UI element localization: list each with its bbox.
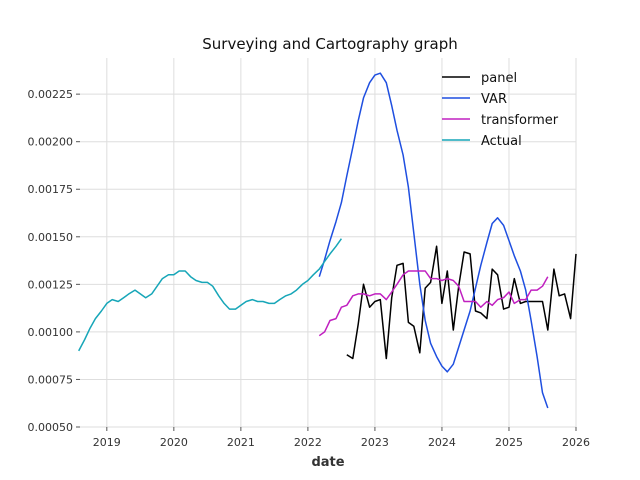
series-line-panel	[346, 245, 577, 360]
x-tick-label: 2024	[428, 436, 456, 449]
legend-label-panel: panel	[481, 71, 517, 86]
grid	[80, 58, 577, 428]
x-tick-label: 2021	[227, 436, 255, 449]
x-axis-title: date	[311, 455, 344, 470]
chart-title: Surveying and Cartography graph	[202, 35, 457, 53]
series-line-var	[318, 72, 549, 409]
x-tick-label: 2025	[495, 436, 523, 449]
y-tick-label: 0.00100	[28, 326, 74, 339]
ticks: 2019 2020 2021 2022 2023 2024 2025 2026 0.00050 0…	[28, 88, 591, 449]
x-tick-label: 2023	[361, 436, 389, 449]
legend-label-actual: Actual	[481, 134, 522, 149]
x-tick-label: 2019	[93, 436, 121, 449]
y-tick-label: 0.00050	[28, 421, 74, 434]
x-tick-label: 2026	[562, 436, 590, 449]
legend-label-transformer: transformer	[481, 113, 559, 128]
x-tick-label: 2022	[294, 436, 322, 449]
y-tick-label: 0.00200	[28, 136, 74, 149]
x-tick-label: 2020	[160, 436, 188, 449]
legend-label-var: VAR	[481, 92, 507, 107]
y-tick-label: 0.00225	[28, 88, 74, 101]
y-tick-label: 0.00075	[28, 373, 74, 386]
y-tick-label: 0.00175	[28, 183, 74, 196]
legend: panel VAR transformer Actual	[442, 71, 559, 149]
y-tick-label: 0.00150	[28, 231, 74, 244]
y-tick-label: 0.00125	[28, 278, 74, 291]
series-line-transformer	[318, 270, 549, 337]
series-line-actual	[78, 238, 343, 352]
series-layer	[78, 72, 577, 409]
